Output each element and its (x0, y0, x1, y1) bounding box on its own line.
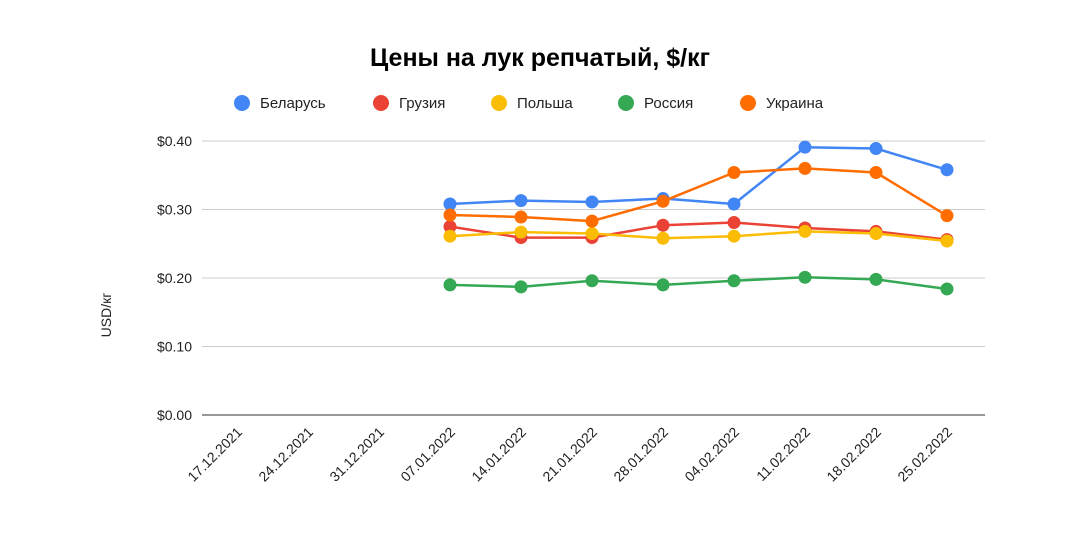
x-tick-label: 07.01.2022 (397, 424, 458, 485)
legend-item[interactable]: Польша (491, 95, 573, 112)
legend-item[interactable]: Беларусь (234, 95, 326, 112)
legend-label: Россия (644, 95, 693, 112)
data-point[interactable] (514, 210, 528, 224)
data-point[interactable] (869, 142, 883, 156)
series-layer (443, 140, 954, 296)
y-tick-label: $0.40 (157, 133, 192, 149)
data-point[interactable] (727, 274, 741, 288)
data-point[interactable] (940, 163, 954, 177)
data-point[interactable] (656, 231, 670, 245)
data-point[interactable] (727, 166, 741, 180)
data-point[interactable] (798, 270, 812, 284)
legend: Беларусь Грузия Польша Россия Украина (234, 95, 824, 112)
legend-marker (234, 95, 250, 111)
chart-title: Цены на лук репчатый, $/кг (370, 44, 710, 72)
data-point[interactable] (443, 208, 457, 222)
data-point[interactable] (514, 280, 528, 294)
data-point[interactable] (727, 197, 741, 211)
y-tick-label: $0.30 (157, 202, 192, 218)
data-point[interactable] (585, 214, 599, 228)
data-point[interactable] (869, 166, 883, 180)
data-point[interactable] (443, 220, 457, 234)
data-point[interactable] (585, 226, 599, 240)
data-point[interactable] (798, 161, 812, 175)
x-tick-label: 18.02.2022 (823, 424, 884, 485)
data-point[interactable] (585, 195, 599, 209)
x-tick-label: 25.02.2022 (894, 424, 955, 485)
series-line (449, 167, 948, 223)
data-point[interactable] (798, 140, 812, 154)
series-line (449, 145, 948, 206)
y-axis-title: USD/кг (98, 293, 114, 338)
data-point[interactable] (940, 282, 954, 296)
legend-label: Украина (766, 95, 824, 112)
data-point[interactable] (585, 274, 599, 288)
x-tick-label: 31.12.2021 (326, 424, 387, 485)
series-line (449, 276, 948, 291)
y-tick-label: $0.20 (157, 270, 192, 286)
legend-marker (491, 95, 507, 111)
x-tick-label: 28.01.2022 (610, 424, 671, 485)
series-line (449, 230, 948, 243)
data-point[interactable] (940, 209, 954, 223)
legend-label: Грузия (399, 95, 445, 112)
x-tick-label: 17.12.2021 (184, 424, 245, 485)
y-tick-label: $0.10 (157, 339, 192, 355)
series-line (449, 221, 948, 241)
legend-marker (618, 95, 634, 111)
legend-marker (740, 95, 756, 111)
legend-label: Польша (517, 95, 573, 112)
x-tick-label: 24.12.2021 (255, 424, 316, 485)
legend-label: Беларусь (260, 95, 326, 112)
data-point[interactable] (656, 194, 670, 208)
y-axis-ticks: $0.40 $0.30 $0.20 $0.10 $0.00 (157, 133, 192, 423)
data-point[interactable] (443, 278, 457, 292)
data-point[interactable] (514, 225, 528, 239)
data-point[interactable] (869, 226, 883, 240)
series-3 (443, 270, 954, 296)
x-tick-label: 11.02.2022 (753, 424, 813, 484)
legend-marker (373, 95, 389, 111)
data-point[interactable] (514, 194, 528, 208)
data-point[interactable] (656, 218, 670, 232)
data-point[interactable] (798, 224, 812, 238)
legend-item[interactable]: Россия (618, 95, 693, 112)
data-point[interactable] (940, 234, 954, 248)
data-point[interactable] (869, 272, 883, 286)
data-point[interactable] (443, 197, 457, 211)
data-point[interactable] (443, 229, 457, 243)
x-axis-ticks: 17.12.2021 24.12.2021 31.12.2021 07.01.2022… (184, 424, 955, 485)
legend-item[interactable]: Украина (740, 95, 824, 112)
series-2 (443, 224, 954, 248)
legend-item[interactable]: Грузия (373, 95, 445, 112)
data-point[interactable] (656, 278, 670, 292)
data-point[interactable] (727, 216, 741, 230)
x-tick-label: 14.01.2022 (468, 424, 529, 485)
x-tick-label: 21.01.2022 (539, 424, 600, 485)
y-tick-label: $0.00 (157, 407, 192, 423)
x-tick-label: 04.02.2022 (681, 424, 742, 485)
data-point[interactable] (727, 229, 741, 243)
series-4 (443, 161, 954, 228)
